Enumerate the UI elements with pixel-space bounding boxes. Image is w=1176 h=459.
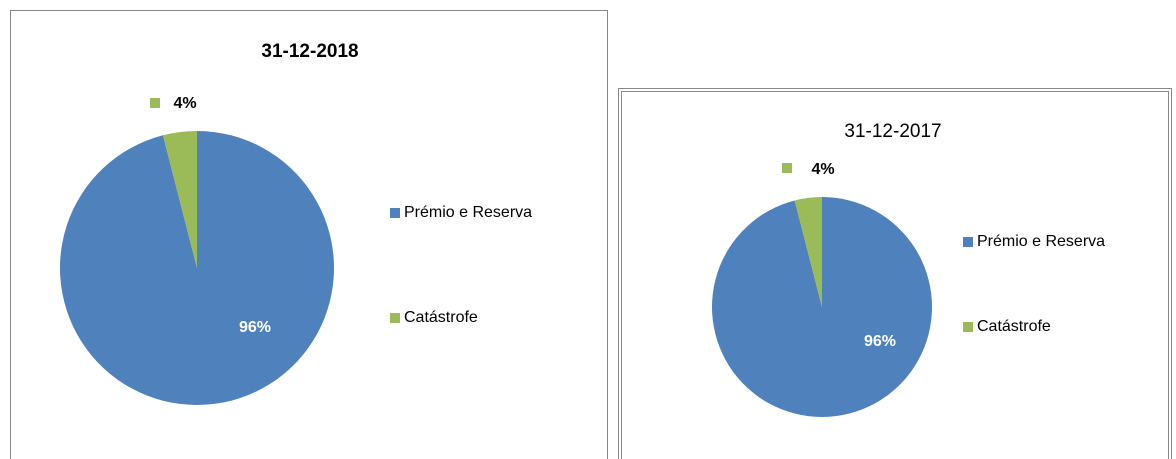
legend-swatch [963,237,973,247]
legend-label: Prémio e Reserva [977,233,1105,250]
legend-swatch [963,322,973,332]
chart-title: 31-12-2018 [261,41,358,62]
legend-label: Catástrofe [977,318,1051,335]
data-label: 4% [811,161,834,178]
pie-slice [794,197,822,307]
data-label-key [782,163,792,173]
legend-label: Prémio e Reserva [404,204,532,221]
legend-swatch [390,208,400,218]
pie-slice [162,131,197,268]
chart-frame-inner [621,91,1169,459]
data-label: 96% [864,333,896,350]
data-label: 96% [239,319,271,336]
data-label-key [150,98,160,108]
legend-swatch [390,313,400,323]
data-label: 4% [173,95,196,112]
chart-title: 31-12-2017 [844,121,941,142]
legend-label: Catástrofe [404,309,478,326]
